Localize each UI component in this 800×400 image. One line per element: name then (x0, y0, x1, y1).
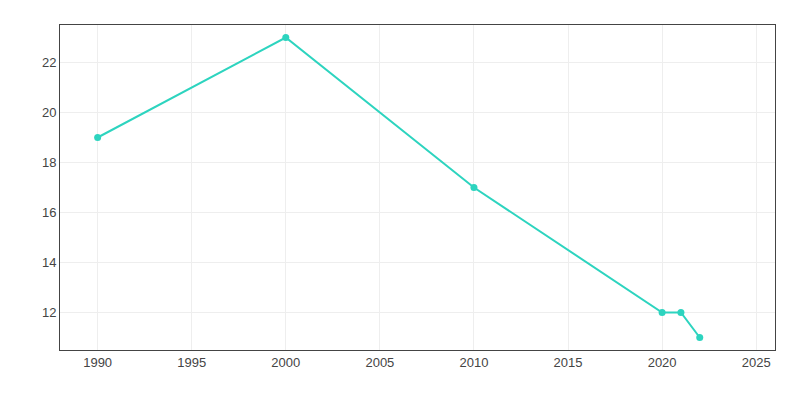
svg-text:20: 20 (42, 105, 56, 120)
svg-text:22: 22 (42, 55, 56, 70)
svg-text:16: 16 (42, 205, 56, 220)
svg-text:1995: 1995 (177, 355, 206, 370)
svg-text:14: 14 (42, 255, 56, 270)
svg-text:2000: 2000 (271, 355, 300, 370)
svg-text:18: 18 (42, 155, 56, 170)
svg-text:2025: 2025 (742, 355, 771, 370)
svg-text:2020: 2020 (648, 355, 677, 370)
svg-text:2015: 2015 (554, 355, 583, 370)
svg-text:2010: 2010 (459, 355, 488, 370)
svg-text:1990: 1990 (83, 355, 112, 370)
svg-text:2005: 2005 (365, 355, 394, 370)
svg-text:12: 12 (42, 305, 56, 320)
